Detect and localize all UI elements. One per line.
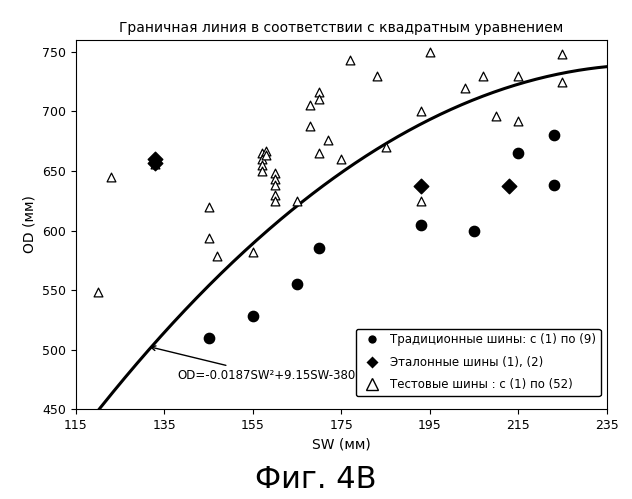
Point (270, 197, 280, 205)
Point (336, 155, 346, 163)
Point (323, 136, 333, 144)
Point (314, 245, 324, 252)
Point (314, 88, 324, 96)
Point (204, 334, 214, 342)
Point (248, 312, 258, 320)
Point (513, 149, 523, 157)
Point (416, 221, 426, 229)
Point (314, 95, 324, 103)
Point (292, 197, 302, 205)
Point (557, 50, 568, 58)
Point (513, 117, 523, 125)
Point (549, 181, 559, 189)
Point (314, 149, 324, 157)
Point (93, 288, 103, 296)
Point (557, 78, 568, 86)
Point (460, 83, 470, 91)
Point (513, 72, 523, 80)
Point (261, 152, 271, 160)
Point (380, 143, 391, 151)
Point (270, 191, 280, 199)
Point (257, 149, 267, 157)
Point (270, 175, 280, 183)
Y-axis label: OD (мм): OD (мм) (23, 196, 37, 253)
Point (504, 183, 514, 191)
Point (204, 234, 214, 242)
Point (150, 155, 161, 163)
Text: OD=-0.0187SW²+9.15SW-380: OD=-0.0187SW²+9.15SW-380 (151, 346, 356, 382)
Point (257, 161, 267, 169)
Point (270, 181, 280, 189)
Point (305, 101, 315, 109)
Point (372, 72, 382, 80)
Point (248, 248, 258, 256)
Legend: Традиционные шины: с (1) по (9), Эталонные шины (1), (2), Тестовые шины : с (1) : Традиционные шины: с (1) по (9), Эталонн… (356, 328, 601, 396)
Point (257, 155, 267, 163)
Point (549, 131, 559, 139)
Title: Граничная линия в соответствии с квадратным уравнением: Граничная линия в соответствии с квадрат… (119, 20, 563, 34)
Point (150, 159, 161, 167)
Point (212, 251, 222, 259)
Point (270, 169, 280, 177)
Point (204, 203, 214, 211)
Point (345, 56, 355, 64)
Point (416, 107, 426, 115)
Point (261, 147, 271, 155)
Point (478, 72, 488, 80)
Point (305, 122, 315, 130)
Point (425, 48, 435, 56)
Point (150, 155, 161, 163)
Point (106, 173, 116, 181)
Point (150, 160, 161, 168)
Point (257, 167, 267, 175)
Point (469, 227, 479, 235)
Point (491, 112, 501, 120)
Point (292, 280, 302, 288)
Point (416, 197, 426, 205)
Text: Фиг. 4B: Фиг. 4B (255, 465, 377, 494)
X-axis label: SW (мм): SW (мм) (312, 438, 370, 452)
Point (416, 183, 426, 191)
